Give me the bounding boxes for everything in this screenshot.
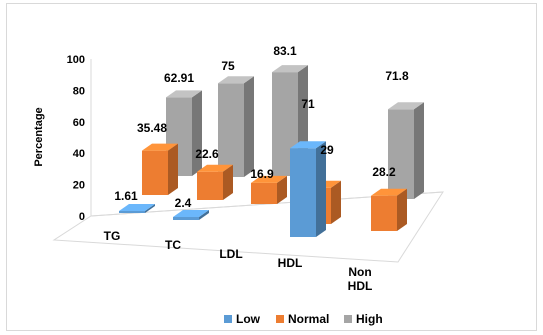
bar-high-side <box>244 76 254 177</box>
bar-normal <box>142 150 168 195</box>
bar-high-side <box>414 102 424 199</box>
bar-high-top <box>218 76 254 84</box>
bar-high-top <box>388 102 424 110</box>
bar-low-side <box>199 210 209 220</box>
data-label-low: 2.4 <box>175 196 192 210</box>
y-tick-label: 80 <box>73 85 85 97</box>
bar-normal-side <box>397 188 407 231</box>
data-label-normal: 28.2 <box>372 165 396 179</box>
bar-normal-top <box>142 143 178 151</box>
y-tick-label: 40 <box>73 148 85 160</box>
legend-swatch-high <box>344 315 352 323</box>
legend-label-normal: Normal <box>288 312 329 326</box>
category-label: TC <box>165 238 181 252</box>
bar-normal-side <box>223 164 233 200</box>
legend-label-low: Low <box>236 312 261 326</box>
data-label-high: 62.91 <box>164 71 194 85</box>
y-axis-title: Percentage <box>33 107 45 166</box>
bar-high <box>218 83 244 177</box>
bar-high-side <box>192 90 202 176</box>
category-label: HDL <box>278 256 303 270</box>
legend-swatch-normal <box>276 315 284 323</box>
bar-low-top <box>290 141 326 149</box>
bar-normal-top <box>197 164 233 172</box>
bar-high-top <box>272 65 308 73</box>
category-label: TG <box>104 229 121 243</box>
y-tick-label: 0 <box>79 211 85 223</box>
category-label: Non <box>348 265 371 279</box>
y-tick-label: 20 <box>73 180 85 192</box>
data-label-low: 71 <box>301 97 315 111</box>
y-tick-label: 100 <box>67 54 85 66</box>
bar-low-top <box>119 203 155 211</box>
bar-normal <box>251 182 277 204</box>
bar-normal-top <box>251 175 287 183</box>
data-label-normal: 16.9 <box>250 167 274 181</box>
legend-label-high: High <box>356 312 383 326</box>
data-label-low: 1.61 <box>114 189 138 203</box>
category-label: HDL <box>348 279 373 293</box>
data-label-high: 75 <box>221 59 235 73</box>
bar-low <box>173 217 199 220</box>
data-label-normal: 29 <box>320 143 334 157</box>
bar-low-side <box>316 141 326 237</box>
bar-normal-side <box>277 175 287 204</box>
bar-low-side <box>145 203 155 213</box>
bar-high <box>388 109 414 199</box>
chart-area <box>6 3 537 331</box>
bar-high-top <box>166 90 202 98</box>
bar-normal <box>197 171 223 200</box>
data-label-normal: 35.48 <box>137 121 167 135</box>
y-tick-label: 60 <box>73 117 85 129</box>
category-label: LDL <box>219 247 242 261</box>
data-label-high: 71.8 <box>385 69 409 83</box>
bar-normal-top <box>371 188 407 196</box>
bar-normal <box>371 195 397 231</box>
bar-normal-side <box>331 180 341 224</box>
bar-low <box>119 210 145 213</box>
legend-swatch-low <box>224 315 232 323</box>
data-label-normal: 22.6 <box>195 147 219 161</box>
bar-normal-side <box>168 143 178 195</box>
bar-low-top <box>173 210 209 217</box>
data-label-high: 83.1 <box>273 44 297 58</box>
bar-low <box>290 148 316 237</box>
